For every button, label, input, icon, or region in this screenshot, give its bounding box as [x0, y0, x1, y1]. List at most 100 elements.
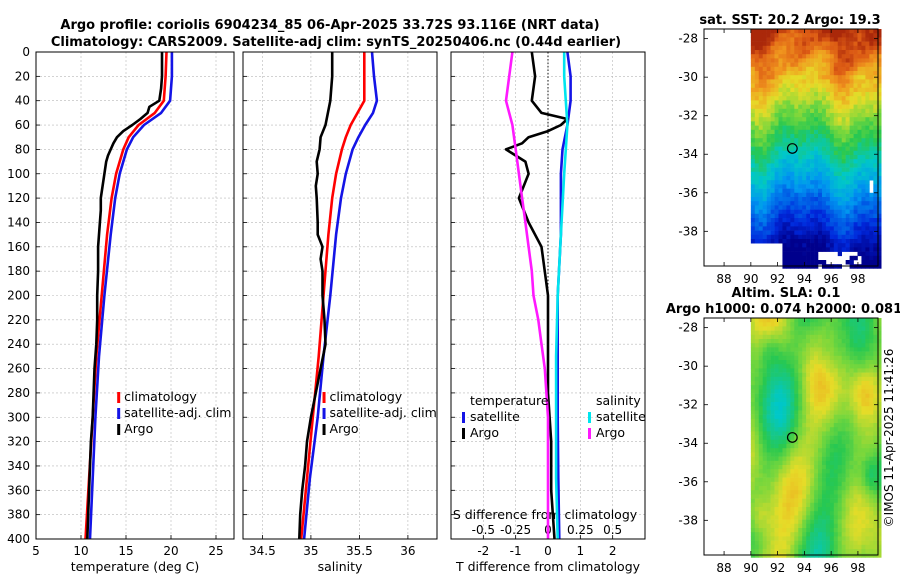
map-cell [802, 511, 807, 516]
map-cell [818, 393, 823, 399]
x-tick-label: 5 [32, 544, 40, 558]
map-cell [837, 83, 842, 89]
map-cell [790, 176, 795, 181]
map-cell [837, 45, 842, 51]
map-cell [782, 171, 787, 177]
map-cell [825, 180, 831, 185]
map-cell [754, 117, 760, 122]
map-cell [837, 230, 842, 236]
map-cell [810, 142, 815, 147]
map-cell [825, 473, 831, 478]
map-cell [770, 473, 775, 478]
map-cell [877, 469, 882, 474]
map-cell [829, 79, 835, 84]
map-cell [849, 247, 854, 252]
map-cell [790, 159, 795, 164]
map-cell [798, 318, 803, 323]
map-cell [790, 498, 795, 504]
map-cell [778, 360, 783, 365]
map-cell [873, 66, 878, 72]
map-cell [833, 176, 839, 181]
map-cell [814, 368, 819, 373]
map-cell [794, 460, 799, 466]
map-cell [786, 171, 791, 177]
map-cell [786, 87, 791, 93]
map-cell [782, 435, 787, 441]
map-cell [750, 180, 756, 185]
map-cell [814, 71, 819, 76]
map-cell [841, 502, 846, 508]
map-cell [845, 117, 850, 122]
map-cell [877, 87, 882, 93]
map-cell [798, 460, 803, 466]
map-cell [774, 368, 779, 373]
map-cell [798, 163, 803, 168]
map-cell [774, 87, 779, 93]
y-tick-label: 240 [7, 337, 30, 351]
map-cell [774, 171, 779, 177]
map-cell [818, 230, 823, 236]
map-cell [873, 180, 878, 185]
map-cell [821, 260, 827, 265]
map-cell [758, 519, 763, 525]
map-cell [762, 502, 767, 508]
map-cell [770, 167, 775, 173]
map-cell [873, 58, 878, 63]
map-cell [758, 58, 763, 63]
map-cell [806, 452, 811, 457]
map-cell [821, 201, 827, 206]
map-cell [869, 519, 874, 525]
map-cell [766, 234, 771, 240]
map-cell [782, 138, 787, 143]
map-cell [778, 385, 783, 390]
legend-label: satellite [596, 409, 646, 424]
map-cell [750, 155, 756, 160]
map-cell [770, 549, 775, 554]
map-cell [845, 45, 850, 51]
map-cell [829, 83, 835, 89]
map-cell [853, 134, 858, 139]
map-cell [750, 150, 756, 156]
map-cell [758, 351, 763, 357]
map-cell [877, 330, 882, 336]
x-tick-label: -2 [477, 544, 489, 558]
map-cell [766, 528, 771, 533]
map-cell [821, 452, 827, 457]
map-cell [853, 37, 858, 42]
map-cell [853, 330, 858, 336]
map-cell [762, 414, 767, 420]
map-cell [845, 376, 850, 382]
map-cell [786, 414, 791, 420]
map-cell [821, 435, 827, 441]
map-cell [758, 549, 763, 554]
map-cell [806, 104, 811, 110]
map-cell [869, 58, 874, 63]
map-cell [841, 389, 846, 394]
map-cell [810, 431, 815, 436]
map-cell [841, 121, 846, 126]
map-cell [825, 176, 831, 181]
map-cell [841, 330, 846, 336]
map-cell [837, 58, 842, 63]
map-cell [774, 381, 779, 386]
map-cell [814, 33, 819, 38]
map-cell [802, 108, 807, 114]
map-cell [845, 125, 850, 131]
map-cell [841, 381, 846, 386]
map-cell [869, 79, 874, 84]
map-cell [766, 180, 771, 185]
map-cell [833, 481, 839, 487]
map-cell [841, 87, 846, 93]
legend-label: climatology [330, 389, 403, 404]
map-cell [857, 37, 862, 42]
map-cell [762, 360, 767, 365]
map-cell [782, 494, 787, 499]
map-cell [798, 330, 803, 336]
map-cell [762, 104, 767, 110]
map-cell [786, 452, 791, 457]
map-cell [770, 66, 775, 72]
map-cell [814, 205, 819, 210]
map-cell [865, 368, 870, 373]
map-cell [810, 355, 815, 361]
map-cell [802, 197, 807, 202]
